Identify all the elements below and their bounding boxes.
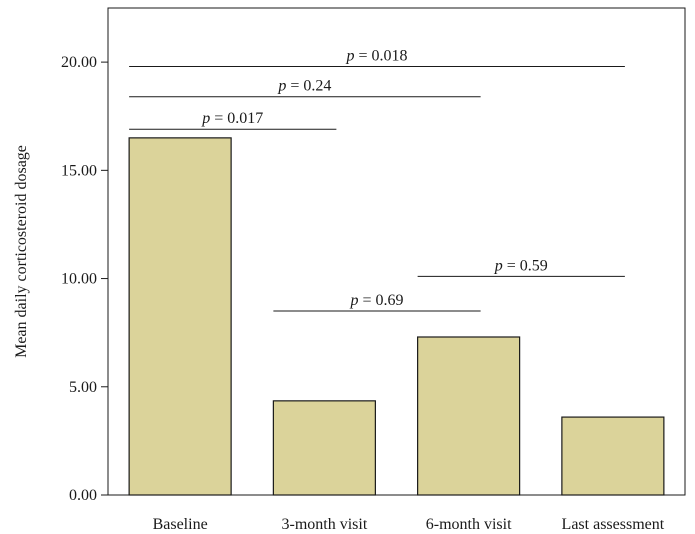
significance-bracket: p = 0.018 [129,47,625,67]
p-value-label: p = 0.017 [201,110,263,127]
significance-bracket: p = 0.59 [417,257,625,277]
significance-bracket: p = 0.24 [129,78,481,98]
y-axis-title: Mean daily corticosteroid dosage [13,145,30,358]
significance-bracket: p = 0.017 [129,110,337,130]
y-tick-label: 0.00 [69,487,97,504]
bar-last-assessment [561,416,665,496]
p-value-label: p = 0.69 [349,292,403,309]
p-value-label: p = 0.018 [345,47,407,64]
bars [128,137,665,496]
significance-bracket: p = 0.69 [273,292,481,312]
p-value-label: p = 0.24 [277,78,331,95]
bar-6-month-visit [417,336,521,496]
x-tick-label: 6-month visit [426,516,512,533]
bar-3-month-visit [272,400,376,496]
bar-baseline [128,137,232,496]
p-value-label: p = 0.59 [494,257,548,274]
y-tick-label: 15.00 [61,162,97,179]
x-axis: Baseline 3-month visit 6-month visit Last a… [153,516,665,533]
plot-frame [107,7,686,496]
y-tick-label: 10.00 [61,271,97,288]
x-tick-label: Baseline [153,516,208,533]
x-tick-label: 3-month visit [281,516,367,533]
plot-border [107,7,686,496]
x-tick-label: Last assessment [562,516,665,533]
y-tick-label: 5.00 [69,379,97,396]
y-axis: 0.00 5.00 10.00 15.00 20.00 [61,54,108,504]
significance-annotations: p = 0.017 p = 0.24 p = 0.018 p = 0.69 p = 0.… [129,47,625,312]
y-tick-label: 20.00 [61,54,97,71]
